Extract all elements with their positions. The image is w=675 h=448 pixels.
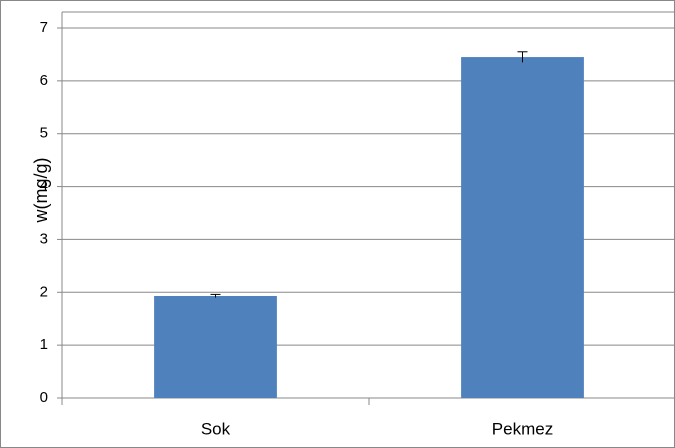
y-tick-label: 4 xyxy=(40,178,48,195)
y-tick-label: 2 xyxy=(40,283,48,300)
y-tick-label: 6 xyxy=(40,72,48,89)
bar xyxy=(154,295,277,398)
bar xyxy=(461,57,584,398)
y-tick-label: 0 xyxy=(40,389,48,406)
x-tick-label: Pekmez xyxy=(492,419,553,438)
y-tick-label: 3 xyxy=(40,230,48,247)
y-axis-label: w(mg/g) xyxy=(31,157,51,223)
x-tick-label: Sok xyxy=(201,419,231,438)
y-tick-label: 5 xyxy=(40,125,48,142)
y-tick-label: 7 xyxy=(40,19,48,36)
y-tick-label: 1 xyxy=(40,336,48,353)
